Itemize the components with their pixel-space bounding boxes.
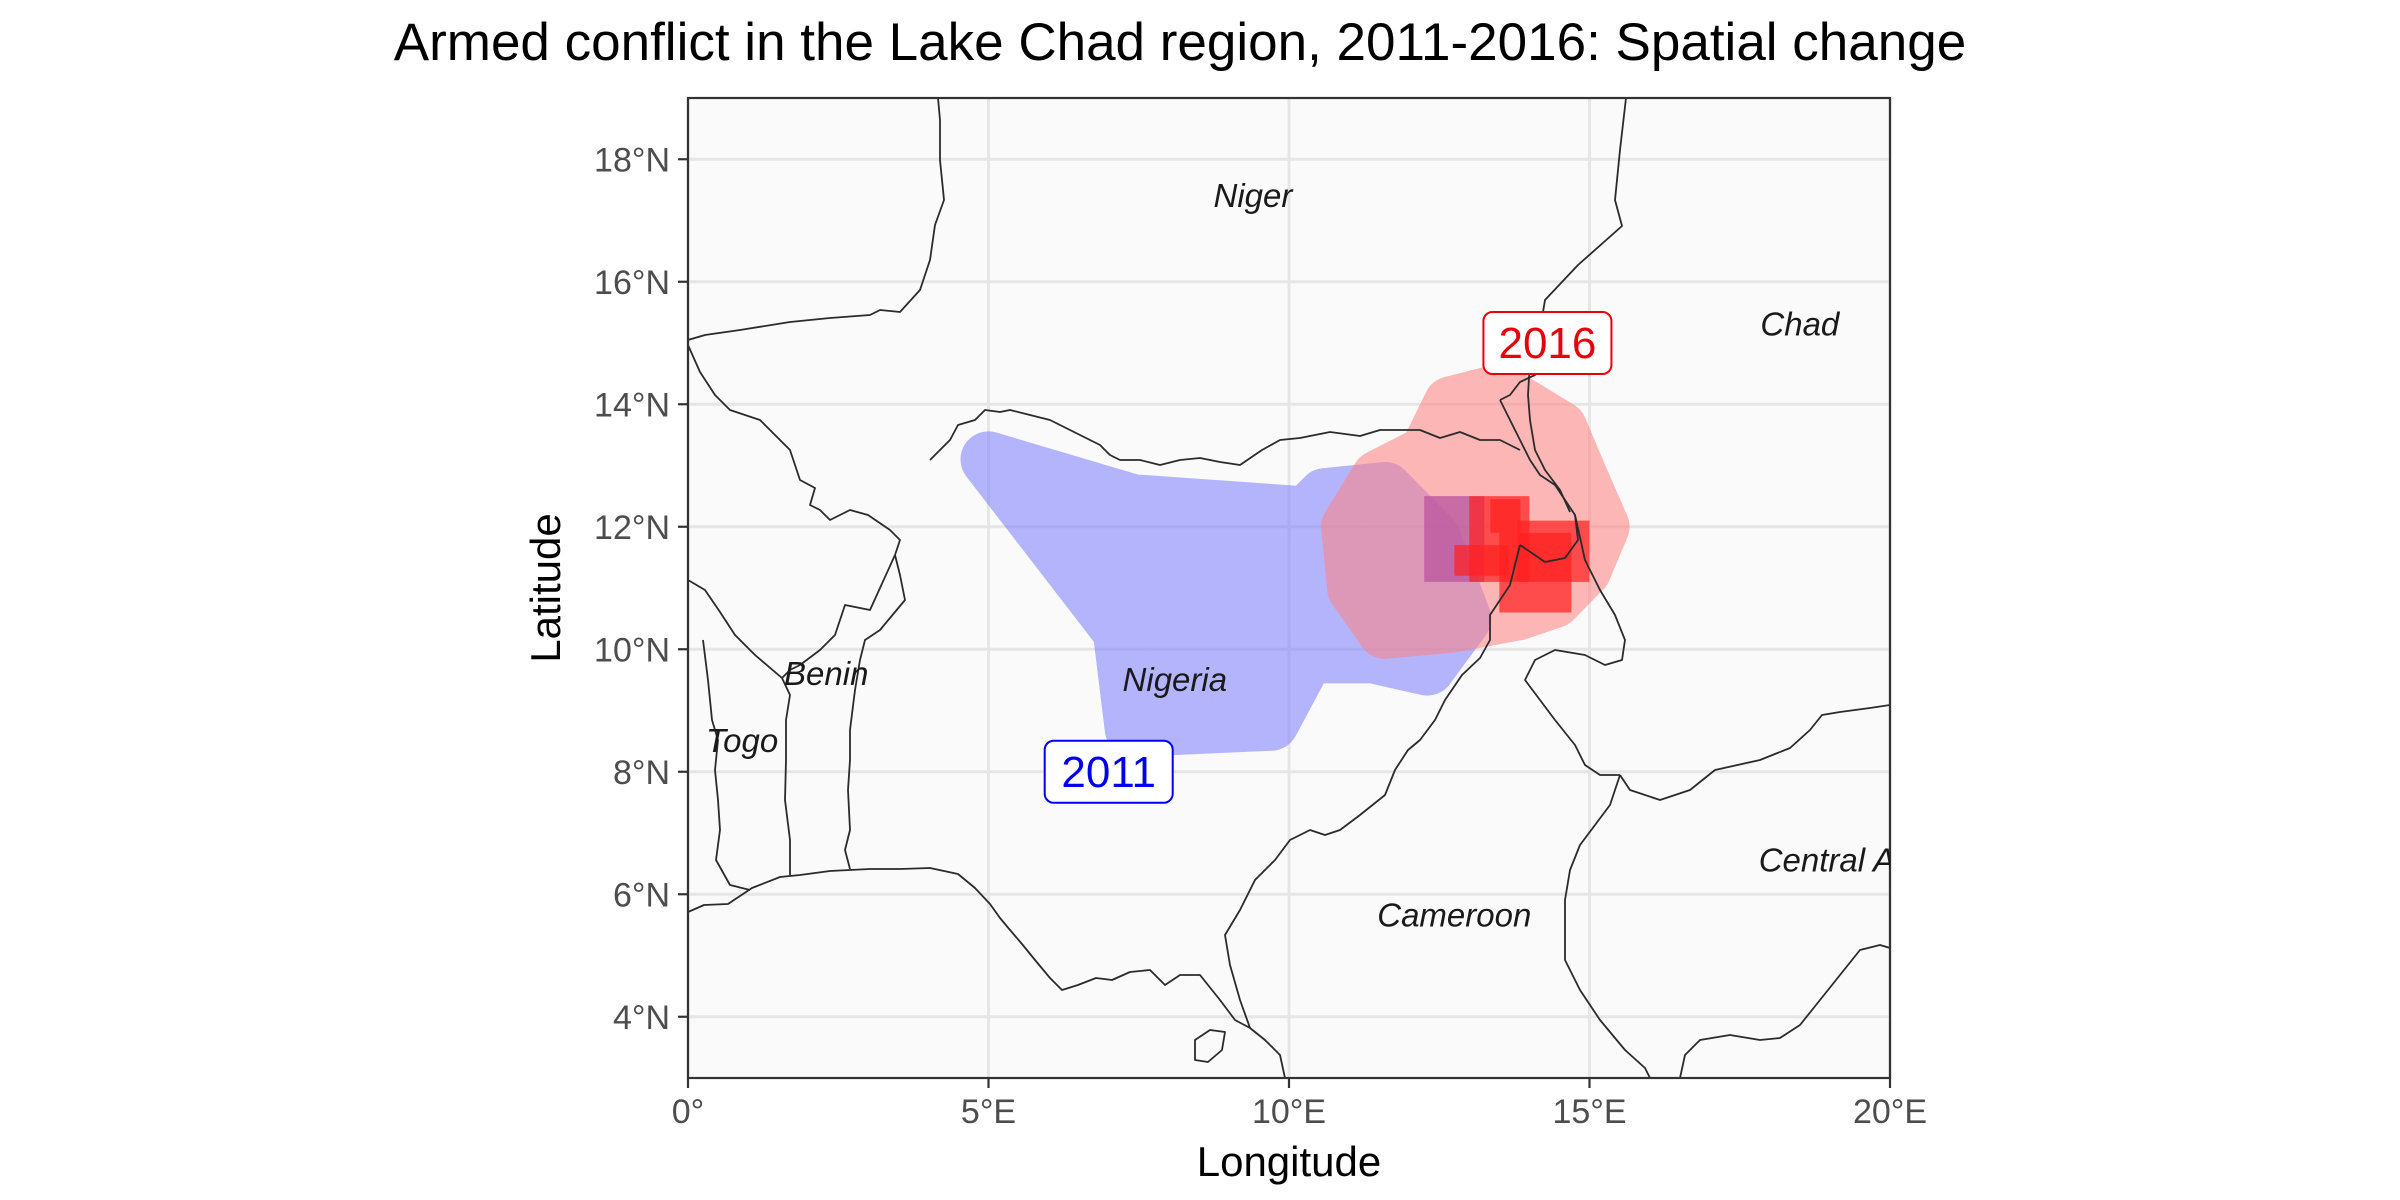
year-label-text-2011: 2011 bbox=[1061, 748, 1156, 797]
x-tick-label-2: 10°E bbox=[1252, 1093, 1326, 1131]
border-niger-libya-chad bbox=[1499, 98, 1627, 401]
border-niger-nigeria bbox=[929, 409, 1521, 466]
border-niger-algeria bbox=[688, 98, 945, 341]
x-tick-label-4: 20°E bbox=[1853, 1093, 1927, 1131]
y-tick-label-4: 12°N bbox=[594, 509, 670, 547]
border-benin-nigeria bbox=[844, 554, 906, 870]
x-tick-label-0: 0° bbox=[672, 1093, 705, 1131]
border-togo-burkina bbox=[688, 554, 896, 679]
country-label-togo: Togo bbox=[706, 722, 778, 759]
country-label-chad: Chad bbox=[1760, 306, 1841, 343]
conflict-cells-2016 bbox=[1454, 496, 1590, 613]
border-cameroon-car bbox=[1564, 774, 1651, 1078]
chart-title: Armed conflict in the Lake Chad region, … bbox=[394, 13, 1966, 72]
conflict-cell-2016-4 bbox=[1490, 499, 1521, 533]
y-tick-label-1: 6°N bbox=[613, 876, 670, 914]
y-tick-label-2: 8°N bbox=[613, 754, 670, 792]
country-label-nigeria: Nigeria bbox=[1123, 661, 1228, 698]
country-label-niger: Niger bbox=[1214, 177, 1295, 214]
coastline bbox=[688, 867, 1286, 1078]
y-tick-label-7: 18°N bbox=[594, 141, 670, 179]
year-label-box-2016 bbox=[1482, 311, 1613, 375]
border-chad-car bbox=[1619, 704, 1890, 801]
map-layers bbox=[688, 98, 1890, 1078]
border-cameroon-chad-south bbox=[1524, 514, 1626, 776]
country-label-benin: Benin bbox=[784, 655, 868, 692]
country-label-central-a: Central A bbox=[1759, 842, 1895, 879]
x-tick-label-3: 15°E bbox=[1552, 1093, 1626, 1131]
x-axis: 0° 5°E 10°E 15°E 20°E bbox=[672, 1078, 1927, 1131]
x-tick-label-1: 5°E bbox=[961, 1093, 1016, 1131]
y-tick-label-5: 14°N bbox=[594, 386, 670, 424]
y-axis: 4°N 6°N 8°N 10°N 12°N 14°N 16°N 18°N bbox=[594, 141, 688, 1037]
country-borders bbox=[688, 98, 1890, 1078]
country-label-cameroon: Cameroon bbox=[1377, 897, 1531, 934]
year-label-2011: 2011 bbox=[1043, 739, 1174, 804]
y-axis-title: Latitude bbox=[522, 513, 569, 662]
year-label-2016: 2016 bbox=[1482, 311, 1613, 375]
border-nigeria-cameroon bbox=[1224, 544, 1521, 1029]
border-benin-togo bbox=[781, 677, 791, 875]
year-label-text-2016: 2016 bbox=[1498, 319, 1596, 368]
year-label-box-2011 bbox=[1043, 739, 1174, 804]
y-tick-label-0: 4°N bbox=[613, 999, 670, 1037]
border-togo-ghana bbox=[702, 639, 751, 891]
y-tick-label-6: 16°N bbox=[594, 264, 670, 302]
border-bioko-island bbox=[1194, 1029, 1226, 1063]
year-labels: 2011 2016 bbox=[1043, 311, 1613, 804]
border-mali-niger bbox=[688, 344, 901, 556]
y-tick-label-3: 10°N bbox=[594, 631, 670, 669]
border-car-congo bbox=[1679, 944, 1890, 1078]
x-axis-title: Longitude bbox=[1197, 1138, 1382, 1185]
